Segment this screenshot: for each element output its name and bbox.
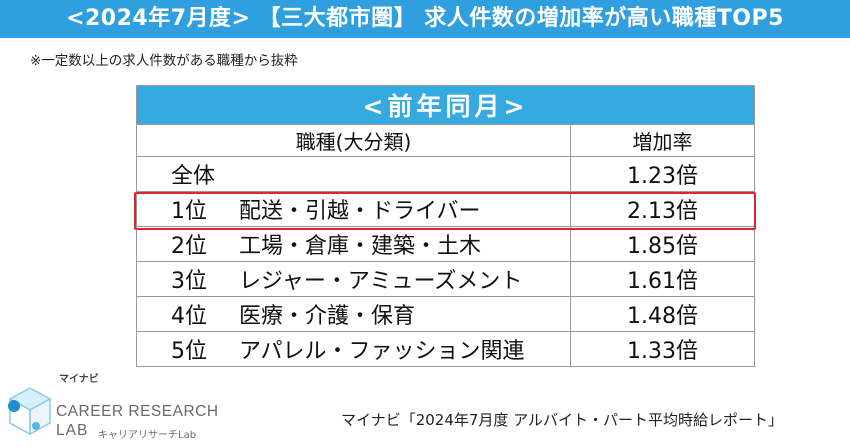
rank-label: 3位: [171, 269, 207, 294]
cube-logo-icon: [8, 387, 52, 436]
job-name: アパレル・ファッション関連: [239, 339, 525, 364]
logo: マイナビ CAREER RESEARCH LAB キャリアリサーチLab: [6, 368, 219, 444]
table-row-overall: 全体 1.23倍: [136, 156, 755, 192]
footnote: ※一定数以上の求人件数がある職種から抜粋: [30, 53, 298, 69]
rate-value: 1.48倍: [570, 296, 755, 332]
job-name: 医療・介護・保育: [239, 304, 416, 329]
period-header: <前年同月>: [136, 85, 755, 125]
job-name: 全体: [171, 164, 216, 189]
rate-value: 1.33倍: [570, 331, 755, 367]
table-row: 1位 配送・引越・ドライバー 2.13倍: [136, 191, 755, 227]
table-row: 2位 工場・倉庫・建築・土木 1.85倍: [136, 226, 755, 262]
rate-value: 2.13倍: [570, 191, 755, 227]
logo-line2: LAB: [56, 422, 89, 439]
rate-value: 1.85倍: [570, 226, 755, 262]
column-header-rate: 増加率: [570, 124, 755, 157]
rate-value: 1.23倍: [570, 156, 755, 192]
rank-label: 4位: [171, 304, 207, 329]
column-header-job: 職種(大分類): [136, 124, 571, 157]
rate-value: 1.61倍: [570, 261, 755, 297]
rank-label: 2位: [171, 234, 207, 259]
rank-label: 5位: [171, 339, 207, 364]
source-citation: マイナビ「2024年7月度 アルバイト・パート平均時給レポート」: [341, 411, 784, 429]
job-name: レジャー・アミューズメント: [239, 269, 523, 294]
rate-table: <前年同月> 職種(大分類) 増加率 全体 1.23倍 1位 配送・引越・ドライバ…: [136, 85, 755, 367]
job-name: 工場・倉庫・建築・土木: [239, 234, 482, 259]
page-title: <2024年7月度> 【三大都市圏】 求人件数の増加率が高い職種TOP5: [0, 0, 850, 38]
table-row: 5位 アパレル・ファッション関連 1.33倍: [136, 331, 755, 367]
rank-label: 1位: [171, 199, 207, 224]
table-row: 4位 医療・介護・保育 1.48倍: [136, 296, 755, 332]
table-row: 3位 レジャー・アミューズメント 1.61倍: [136, 261, 755, 297]
job-name: 配送・引越・ドライバー: [239, 199, 481, 224]
logo-subtitle: キャリアリサーチLab: [98, 430, 197, 441]
logo-line1: CAREER RESEARCH: [56, 403, 219, 420]
logo-kana: マイナビ: [59, 374, 99, 385]
